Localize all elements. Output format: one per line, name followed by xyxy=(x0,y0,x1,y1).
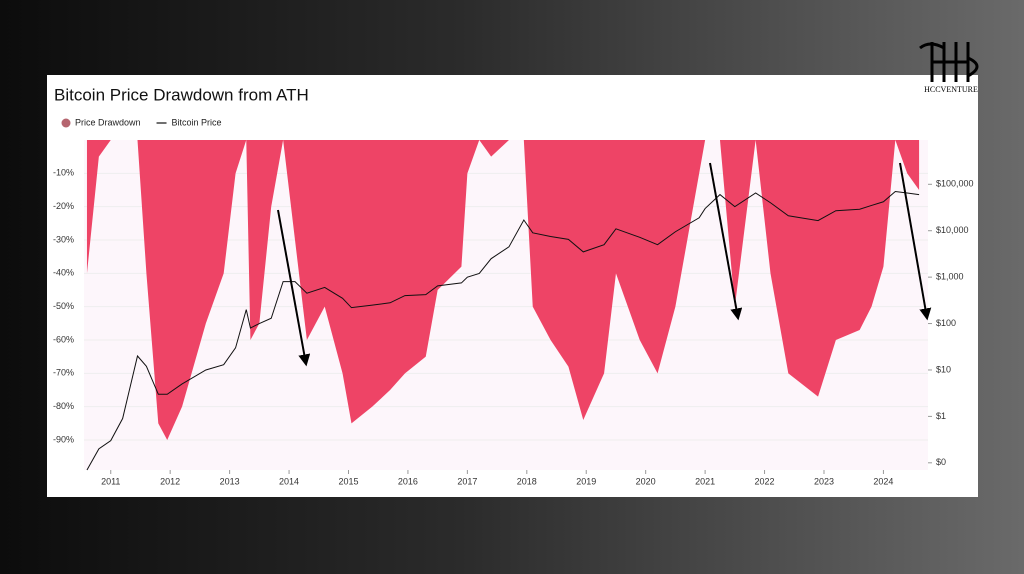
x-tick-label: 2022 xyxy=(755,476,775,486)
legend-label: Price Drawdown xyxy=(75,117,141,127)
legend-swatch xyxy=(61,118,71,128)
watermark-logo xyxy=(919,42,979,82)
logo-glyph xyxy=(930,42,970,82)
x-tick-label: 2012 xyxy=(160,476,180,486)
plot-layer xyxy=(84,140,932,474)
y2-tick-label: $10,000 xyxy=(936,225,969,235)
arrow xyxy=(277,209,311,367)
price-line xyxy=(86,190,920,471)
annotation-arrows xyxy=(277,162,932,367)
y-tick-label: -80% xyxy=(53,401,74,411)
y2-tick-label: $100 xyxy=(936,318,956,328)
logo-glyph xyxy=(967,56,979,78)
y-tick-label: -40% xyxy=(53,268,74,278)
arrow xyxy=(899,162,932,321)
y-tick-label: -20% xyxy=(53,201,74,211)
x-tick-label: 2016 xyxy=(398,476,418,486)
x-tick-label: 2015 xyxy=(338,476,358,486)
y-tick-label: -30% xyxy=(53,234,74,244)
y2-tick-label: $1,000 xyxy=(936,272,964,282)
x-tick-label: 2021 xyxy=(695,476,715,486)
chart-title: Bitcoin Price Drawdown from ATH xyxy=(54,85,309,104)
arrow xyxy=(709,162,743,321)
drawdown-area xyxy=(86,140,920,440)
watermark: HCCVENTURE xyxy=(924,85,978,94)
x-tick-label: 2019 xyxy=(576,476,596,486)
legend-label: Bitcoin Price xyxy=(172,117,222,127)
x-tick-label: 2011 xyxy=(101,476,120,486)
y2-tick-label: $1 xyxy=(936,411,946,421)
y-tick-label: -60% xyxy=(53,334,74,344)
x-tick-label: 2014 xyxy=(279,476,299,486)
x-tick-label: 2013 xyxy=(220,476,240,486)
y-tick-label: -50% xyxy=(53,301,74,311)
logo-glyph xyxy=(919,42,945,50)
y2-tick-label: $0 xyxy=(936,457,946,467)
x-tick-label: 2023 xyxy=(814,476,834,486)
x-tick-label: 2017 xyxy=(457,476,477,486)
y2-tick-label: $100,000 xyxy=(936,179,974,189)
x-tick-label: 2024 xyxy=(873,476,893,486)
y-tick-label: -70% xyxy=(53,368,74,378)
y-tick-label: -10% xyxy=(53,168,74,178)
x-tick-label: 2018 xyxy=(517,476,537,486)
y2-tick-label: $10 xyxy=(936,364,951,374)
x-tick-label: 2020 xyxy=(636,476,656,486)
legend: Price Drawdown Bitcoin Price xyxy=(61,117,222,128)
y-tick-label: -90% xyxy=(53,434,74,444)
